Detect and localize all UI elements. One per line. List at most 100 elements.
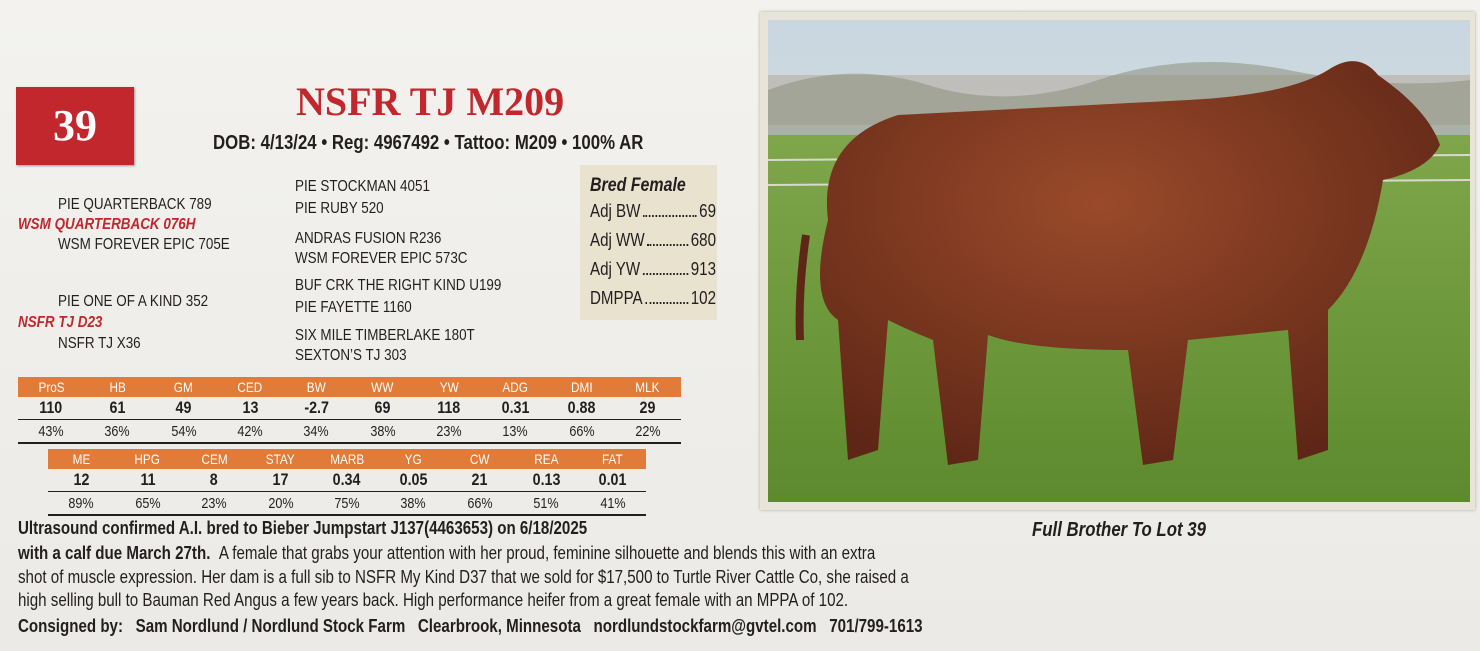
animal-info: DOB: 4/13/24 • Reg: 4967492 • Tattoo: M2… [213, 132, 644, 154]
epd-cell: CED [216, 377, 284, 397]
epd-percentile: 41% [600, 494, 626, 512]
trait-value: 69 [699, 201, 716, 221]
epd-table: ProS HB GM CED BW WW YW ADG DMI MLK 110 61 49 13 -2.7 6… [18, 377, 681, 444]
epd-percentile: 22% [635, 422, 661, 440]
epd-value: -2.7 [304, 398, 329, 417]
epd-cell: HPG [114, 449, 181, 469]
epd-cell: 0.88 [548, 397, 615, 420]
epd-row: ProS HB GM CED BW WW YW ADG DMI MLK [18, 377, 681, 397]
epd-cell: 66% [548, 419, 615, 444]
epd-cell: 23% [180, 491, 248, 516]
epd-cell: STAY [247, 449, 314, 469]
epd-header: ProS [38, 379, 65, 395]
epd-percentile: 65% [135, 494, 161, 512]
pedigree-entry: PIE RUBY 520 [295, 200, 384, 217]
epd-cell: DMI [548, 377, 615, 397]
epd-cell: 49 [150, 397, 217, 420]
epd-row: 89% 65% 23% 20% 75% 38% 66% 51% 41% [48, 491, 646, 516]
consigner-label: Consigned by: [18, 616, 123, 636]
epd-cell: 54% [150, 419, 217, 444]
epd-cell: CW [446, 449, 514, 469]
epd-row: 110 61 49 13 -2.7 69 118 0.31 0.88 29 [18, 397, 681, 420]
pedigree-entry: ANDRAS FUSION R236 [295, 230, 442, 247]
epd-value: 61 [109, 398, 126, 417]
epd-cell: 118 [415, 397, 483, 420]
epd-cell: 12 [48, 469, 115, 492]
epd-percentile: 89% [68, 494, 94, 512]
epd-value: 12 [73, 470, 90, 489]
epd-value: 0.13 [532, 470, 561, 489]
epd-cell: 110 [18, 397, 85, 420]
consigner-email[interactable]: nordlundstockfarm@gvtel.com [593, 616, 817, 636]
epd-cell: 0.34 [313, 469, 381, 492]
epd-cell: 38% [380, 491, 447, 516]
epd-header: CW [470, 451, 490, 467]
epd-cell: 51% [513, 491, 580, 516]
epd-header: FAT [602, 451, 624, 467]
consigner-location: Clearbrook, Minnesota [417, 616, 581, 636]
epd-value: 118 [437, 398, 461, 417]
epd-header: WW [371, 379, 394, 395]
epd-cell: 0.31 [482, 397, 549, 420]
epd-percentile: 38% [400, 494, 427, 512]
pedigree-entry: PIE FAYETTE 1160 [295, 299, 412, 316]
pedigree-entry: PIE ONE OF A KIND 352 [58, 293, 209, 310]
epd-value: 0.05 [399, 470, 428, 489]
pedigree-entry: BUF CRK THE RIGHT KIND U199 [295, 277, 502, 294]
epd-value: 69 [374, 398, 391, 417]
epd-cell: 0.05 [380, 469, 447, 492]
epd-percentile: 42% [237, 422, 263, 440]
epd-cell: WW [349, 377, 416, 397]
epd-header: GM [174, 379, 194, 395]
epd-row: ME HPG CEM STAY MARB YG CW REA FAT [48, 449, 646, 469]
epd-cell: 43% [18, 419, 85, 444]
epd-header: CED [237, 379, 263, 395]
epd-value: 110 [39, 398, 63, 417]
epd-cell: 23% [415, 419, 483, 444]
epd-cell: BW [283, 377, 350, 397]
epd-cell: 13 [216, 397, 284, 420]
epd-cell: 13% [482, 419, 549, 444]
bred-female-box: Bred Female Adj BW 69 Adj WW 680 Adj YW 913 DM… [580, 165, 717, 320]
epd-cell: 42% [216, 419, 284, 444]
epd-percentile: 75% [334, 494, 360, 512]
epd-header: YG [404, 451, 422, 467]
trait-value: 913 [690, 259, 716, 279]
epd-cell: 17 [247, 469, 314, 492]
epd-value: 0.01 [598, 470, 627, 489]
epd-percentile: 66% [568, 422, 595, 440]
bred-female-row: DMPPA 102 [590, 288, 716, 309]
epd-cell: GM [150, 377, 217, 397]
epd-cell: MLK [614, 377, 681, 397]
consigner-phone: 701/799-1613 [829, 616, 923, 636]
pedigree-entry: WSM FOREVER EPIC 573C [295, 250, 468, 267]
leader-dots [647, 230, 689, 246]
epd-value: 13 [242, 398, 258, 417]
trait-value: 102 [690, 288, 716, 308]
epd-cell: 0.01 [579, 469, 646, 492]
bred-female-row: Adj WW 680 [590, 230, 716, 251]
pedigree-entry: SIX MILE TIMBERLAKE 180T [295, 327, 475, 344]
epd-cell: 89% [48, 491, 115, 516]
dam: NSFR TJ D23 [18, 314, 103, 331]
photo-caption: Full Brother To Lot 39 [1032, 519, 1206, 541]
epd-value: 29 [639, 398, 656, 417]
description-text: shot of muscle expression. Her dam is a … [18, 567, 909, 587]
epd-value: 17 [272, 470, 289, 489]
epd-cell: YW [415, 377, 483, 397]
epd-header: REA [534, 451, 559, 467]
epd-cell: -2.7 [283, 397, 350, 420]
epd-value: 0.88 [567, 398, 596, 417]
epd-cell: 20% [247, 491, 314, 516]
lot-number: 39 [16, 87, 134, 165]
epd-cell: 61 [84, 397, 151, 420]
trait-label: Adj WW [590, 230, 645, 250]
epd-cell: 34% [283, 419, 350, 444]
pedigree-entry: NSFR TJ X36 [58, 335, 141, 352]
epd-cell: 11 [114, 469, 181, 492]
leader-dots [642, 259, 689, 275]
epd-percentile: 20% [267, 494, 294, 512]
epd-cell: YG [380, 449, 447, 469]
trait-label: Adj YW [590, 259, 641, 279]
epd-cell: 69 [349, 397, 416, 420]
